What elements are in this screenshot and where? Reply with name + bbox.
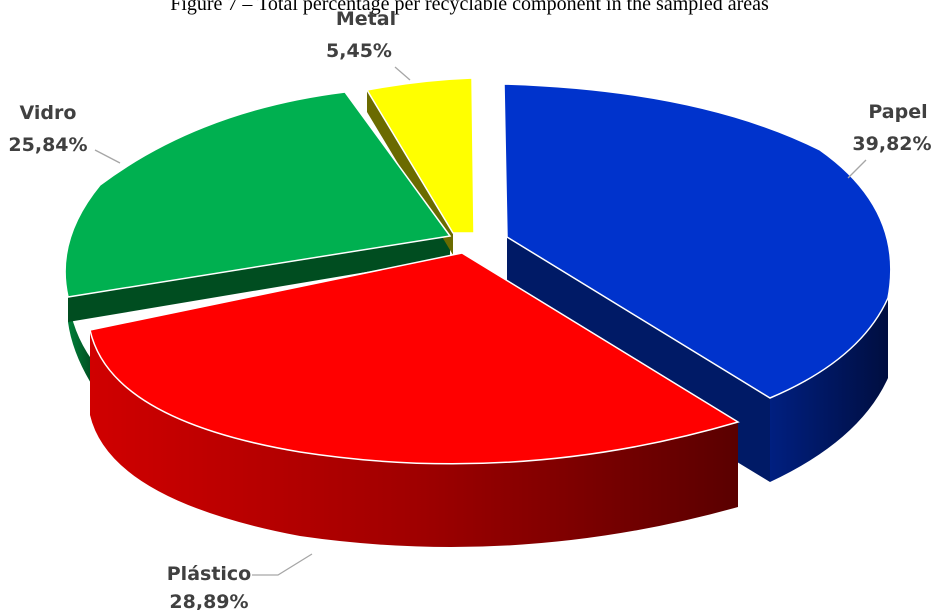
leader-plastico: [252, 553, 313, 576]
slice-vidro[interactable]: [64, 91, 452, 298]
leader-metal: [394, 66, 411, 81]
label-papel-value: 39,82%: [852, 133, 931, 155]
slice-papel[interactable]: [503, 83, 892, 399]
slice-side-plastico: [90, 330, 738, 548]
label-metal-name: Metal: [336, 8, 396, 30]
figure-caption: Figure 7 – Total percentage per recyclab…: [170, 0, 769, 15]
label-vidro-value: 25,84%: [8, 134, 87, 156]
label-plastico-name: Plástico: [167, 563, 251, 585]
leader-vidro: [94, 149, 121, 164]
slice-wall-vidro: [68, 236, 450, 322]
label-metal-value: 5,45%: [326, 40, 392, 62]
slice-side-vidro: [68, 297, 92, 385]
label-vidro-name: Vidro: [20, 102, 77, 124]
slice-plastico[interactable]: [89, 252, 740, 465]
leader-papel: [847, 159, 867, 179]
label-plastico-value: 28,89%: [169, 591, 248, 610]
slice-side-papel: [770, 298, 888, 482]
label-papel-name: Papel: [868, 101, 927, 123]
slice-metal[interactable]: [365, 77, 475, 234]
